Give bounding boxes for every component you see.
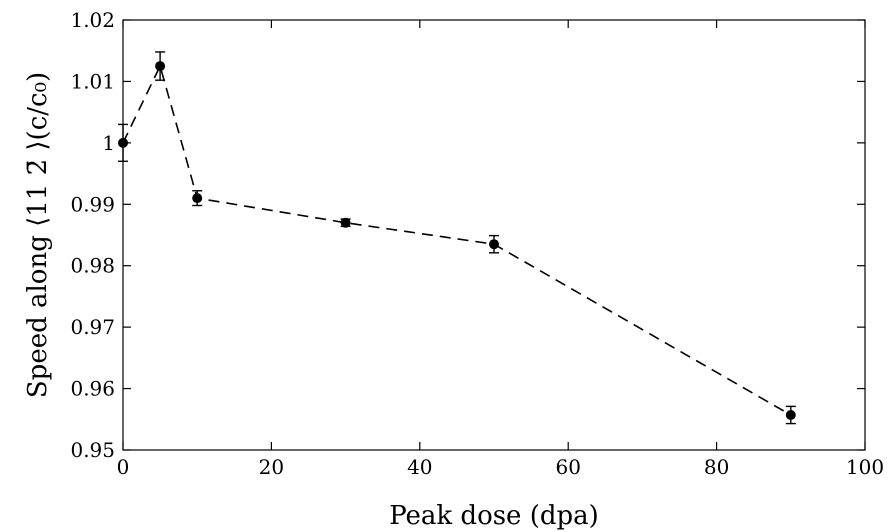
data-point (785, 409, 796, 420)
x-tick-label: 0 (117, 455, 130, 479)
y-tick-label: 0.95 (70, 438, 115, 462)
y-tick-label: 1 (102, 131, 115, 155)
y-axis: 0.95 0.96 0.97 0.98 0.99 1 1.01 1.02 (70, 8, 865, 462)
x-tick-label: 100 (846, 455, 884, 479)
x-tick-label: 20 (259, 455, 284, 479)
y-tick-label: 0.97 (70, 315, 115, 339)
data-point (118, 137, 128, 148)
x-axis-label: Peak dose (dpa) (389, 501, 599, 531)
data-point (489, 239, 499, 250)
x-axis: 0 20 40 60 80 100 (117, 20, 884, 479)
x-tick-label: 40 (407, 455, 432, 479)
data-point (340, 217, 351, 228)
y-tick-label: 1.02 (70, 8, 115, 32)
x-tick-label: 60 (555, 455, 580, 479)
x-tick-label: 80 (704, 455, 729, 479)
series-line (122, 63, 792, 416)
y-tick-label: 0.96 (70, 377, 115, 401)
y-tick-label: 1.01 (70, 69, 115, 93)
y-axis-label: Speed along ⟨11 2̄ ⟩(c/c₀) (23, 72, 53, 398)
data-point (192, 193, 203, 204)
series-layer (118, 51, 796, 425)
y-tick-label: 0.99 (70, 192, 115, 216)
data-point (155, 61, 166, 72)
y-tick-label: 0.98 (70, 254, 115, 278)
